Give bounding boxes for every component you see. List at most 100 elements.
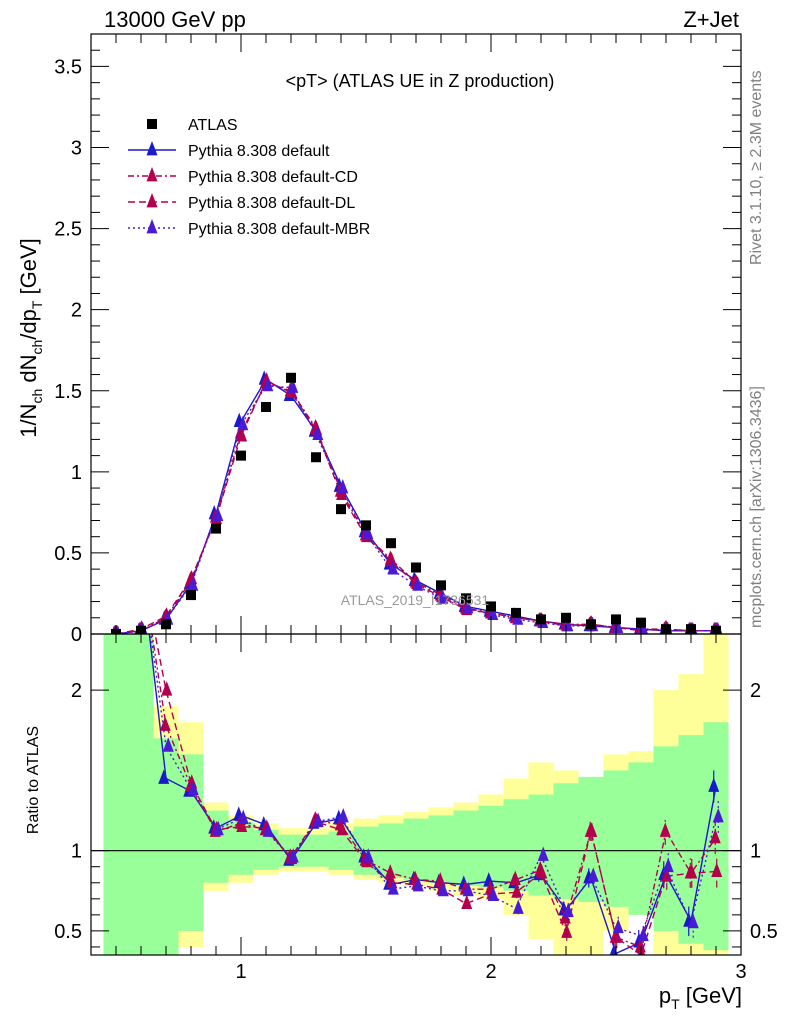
ratio-series-marker — [412, 876, 424, 892]
ratio-series-marker — [287, 848, 299, 863]
main-y-tick-label: 3 — [71, 138, 82, 160]
main-series-marker — [262, 376, 274, 392]
main-y-tick-label: 0.5 — [54, 543, 82, 565]
x-tick-label: 1 — [235, 961, 246, 983]
ratio-y-tick-label: 0.5 — [54, 921, 82, 943]
mcplots-info-text: mcplots.cern.ch [arXiv:1306.3436] — [748, 386, 765, 628]
analysis-watermark: ATLAS_2019_I1736531 — [341, 592, 490, 608]
legend: ATLAS Pythia 8.308 default Pythia 8.308 de… — [128, 117, 370, 238]
ratio-series-marker — [638, 946, 646, 955]
main-series-marker — [337, 479, 349, 494]
green-band-segment — [428, 815, 454, 883]
ratio-series-marker — [509, 870, 521, 885]
main-series-marker — [437, 589, 449, 604]
atlas-data-point — [511, 607, 521, 618]
main-series-marker — [462, 599, 474, 614]
ratio-y-tick-label: 2 — [71, 680, 82, 702]
atlas-data-point — [386, 538, 396, 549]
atlas-data-point — [361, 520, 371, 531]
ratio-series-marker — [512, 899, 524, 914]
ratio-series-marker — [661, 867, 673, 882]
ratio-series-marker — [387, 880, 399, 895]
main-y-axis-label: 1/Nch dNch/dpT [GeV] — [16, 238, 45, 438]
ratio-series-marker — [537, 846, 549, 861]
green-band-segment — [103, 634, 129, 955]
ratio-series-marker — [687, 913, 699, 929]
legend-label: ATLAS — [188, 117, 238, 134]
ratio-series-marker — [662, 857, 674, 873]
main-series-marker — [487, 605, 499, 620]
green-band-segment — [403, 818, 429, 880]
green-band-segment — [603, 770, 629, 907]
atlas-data-point — [636, 617, 646, 628]
atlas-data-point — [186, 590, 196, 601]
main-series-marker — [287, 378, 299, 393]
main-series-marker — [237, 415, 249, 431]
ratio-series-marker — [709, 828, 721, 844]
ratio-series-marker — [337, 807, 349, 823]
energy-label: 13000 GeV pp — [104, 7, 246, 32]
x-tick-label: 2 — [485, 961, 496, 983]
legend-marker — [146, 219, 158, 234]
main-series-marker — [362, 524, 374, 539]
green-band-segment — [153, 738, 179, 955]
green-band-segment — [553, 783, 579, 899]
atlas-data-point — [486, 601, 496, 612]
atlas-data-point — [161, 619, 171, 630]
atlas-data-point — [336, 504, 346, 515]
green-band-segment — [203, 810, 229, 883]
main-series-marker — [212, 506, 224, 522]
atlas-data-point — [236, 450, 246, 461]
main-series-marker — [386, 552, 398, 567]
ratio-y-tick-label: 1 — [71, 841, 82, 863]
ratio-series-marker — [511, 883, 523, 898]
main-y-tick-label: 3.5 — [54, 56, 82, 78]
main-y-tick-label: 2 — [71, 300, 82, 322]
ratio-series-marker — [236, 817, 248, 832]
ratio-series-marker — [637, 926, 649, 942]
ratio-series-marker — [161, 681, 173, 696]
atlas-data-point — [461, 593, 471, 604]
ratio-series-marker — [336, 820, 348, 836]
ratio-series-marker — [708, 777, 720, 792]
process-label: Z+Jet — [683, 7, 739, 32]
legend-marker — [146, 167, 158, 182]
main-series-marker — [187, 576, 199, 591]
main-series-marker — [412, 576, 424, 591]
main-y-tick-label: 1.5 — [54, 381, 82, 403]
green-band-segment — [678, 735, 704, 944]
ratio-series-marker — [586, 822, 598, 837]
green-band-segment — [128, 634, 154, 955]
rivet-info: Rivet 3.1.10, ≥ 2.3M events — [748, 70, 765, 265]
ratio-series-marker — [212, 820, 224, 836]
legend-marker — [146, 141, 158, 156]
ratio-series-marker — [462, 881, 474, 897]
legend-label: Pythia 8.308 default-MBR — [188, 221, 370, 238]
ratio-series-marker — [611, 928, 623, 943]
main-y-tick-label: 1 — [71, 462, 82, 484]
atlas-data-point — [286, 372, 296, 383]
main-y-axis-label-text: 1/Nch dNch/dpT [GeV] — [16, 238, 45, 438]
legend-label: Pythia 8.308 default-DL — [188, 195, 355, 212]
ratio-series-marker — [536, 864, 548, 879]
main-series-marker — [612, 618, 624, 633]
main-series-marker — [562, 616, 574, 632]
ratio-series-marker — [159, 716, 171, 731]
ratio-series-marker — [384, 864, 396, 879]
mcplots-info: mcplots.cern.ch [arXiv:1306.3436] — [748, 386, 765, 628]
ratio-series-marker — [711, 862, 723, 877]
ratio-series-marker — [237, 809, 249, 824]
x-tick-label: 3 — [735, 961, 746, 983]
ratio-plot-series — [148, 634, 724, 955]
axis-tick-labels: 0 0.5 1 1.5 2 2.5 3 3.5 0.5 0.5 1 1 2 2 1 2 3 — [54, 56, 778, 983]
legend-label: Pythia 8.308 default-CD — [188, 169, 358, 186]
ratio-series-marker — [712, 807, 724, 823]
main-series-marker — [312, 425, 324, 440]
atlas-data-point — [436, 580, 446, 591]
green-band-segment — [453, 810, 479, 886]
ratio-y-tick-label-right: 1 — [750, 841, 761, 863]
main-y-tick-label: 2.5 — [54, 219, 82, 241]
ratio-series-marker — [487, 886, 499, 902]
ratio-series-marker — [483, 872, 495, 887]
